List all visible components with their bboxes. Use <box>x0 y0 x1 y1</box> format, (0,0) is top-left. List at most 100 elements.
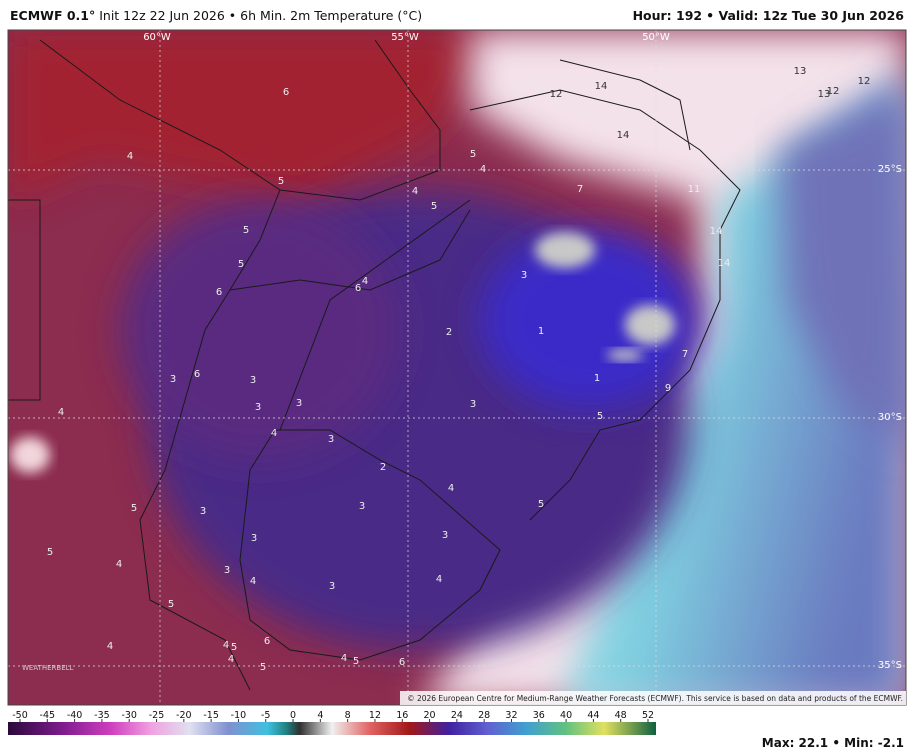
contour-label: 6 <box>283 87 289 98</box>
contour-label: 5 <box>231 642 237 653</box>
colorbar-tick-label: 24 <box>451 710 463 721</box>
colorbar-tick-label: -5 <box>261 710 270 721</box>
lon-label: 60°W <box>143 32 171 43</box>
contour-label: 3 <box>442 530 448 541</box>
colorbar-tick-label: 16 <box>396 710 408 721</box>
contour-label: 12 <box>550 89 563 100</box>
colorbar-tick-label: 20 <box>424 710 436 721</box>
contour-label: 3 <box>296 398 302 409</box>
footer-stats: Max: 22.1 • Min: -2.1 <box>761 736 904 750</box>
valid: • Valid: 12z Tue 30 Jun 2026 <box>706 8 904 23</box>
contour-label: 3 <box>200 506 206 517</box>
contour-label: 3 <box>521 270 527 281</box>
init: Init 12z 22 Jun 2026 <box>99 8 225 23</box>
colorbar-tick-label: 32 <box>505 710 517 721</box>
lon-label: 50°W <box>642 32 670 43</box>
lat-label: 30°S <box>878 412 902 423</box>
colorbar-tick-label: -30 <box>121 710 137 721</box>
contour-label: 4 <box>436 574 442 585</box>
contour-label: 5 <box>597 411 603 422</box>
colorbar-tick-label: 48 <box>615 710 627 721</box>
contour-label: 5 <box>260 662 266 673</box>
contour-label: 5 <box>431 201 437 212</box>
contour-label: 4 <box>250 576 256 587</box>
contour-label: 5 <box>131 503 137 514</box>
contour-label: 4 <box>58 407 64 418</box>
contour-label: 13 <box>794 66 807 77</box>
contour-label: 3 <box>224 565 230 576</box>
contour-label: 11 <box>688 184 701 195</box>
contour-label: 1 <box>538 326 544 337</box>
colorbar-tick-label: -45 <box>40 710 56 721</box>
contour-label: 5 <box>278 176 284 187</box>
contour-label: 3 <box>251 533 257 544</box>
header-left: ECMWF 0.1° Init 12z 22 Jun 2026 • 6h Min… <box>10 8 422 23</box>
header-right: Hour: 192 • Valid: 12z Tue 30 Jun 2026 <box>633 8 904 23</box>
lat-label: 35°S <box>878 660 902 671</box>
contour-label: 7 <box>577 184 583 195</box>
contour-label: 7 <box>682 349 688 360</box>
contour-label: 9 <box>665 383 671 394</box>
contour-label: 4 <box>228 654 234 665</box>
colorbar-tick-label: -50 <box>12 710 28 721</box>
colorbar-tick-label: -10 <box>231 710 247 721</box>
contour-label: 2 <box>446 327 452 338</box>
colorbar-tick-label: 4 <box>317 710 323 721</box>
product: • 6h Min. 2m Temperature (°C) <box>228 8 423 23</box>
contour-label: 4 <box>362 276 368 287</box>
colorbar-tick-label: -40 <box>67 710 83 721</box>
contour-label: 4 <box>412 186 418 197</box>
contour-label: 4 <box>480 164 486 175</box>
colorbar-tick-label: -35 <box>94 710 110 721</box>
contour-label: 12 <box>827 86 840 97</box>
copyright: © 2026 European Centre for Medium-Range … <box>407 694 903 703</box>
hour: Hour: 192 <box>632 8 703 23</box>
contour-label: 5 <box>538 499 544 510</box>
contour-label: 4 <box>127 151 133 162</box>
colorbar-tick-label: 28 <box>478 710 490 721</box>
colorbar-tick-label: 40 <box>560 710 572 721</box>
contour-label: 6 <box>399 657 405 668</box>
colorbar-tick-label: -25 <box>149 710 165 721</box>
contour-label: 6 <box>355 283 361 294</box>
contour-label: 12 <box>858 76 871 87</box>
contour-label: 3 <box>329 581 335 592</box>
contour-label: 4 <box>271 428 277 439</box>
contour-label: 3 <box>359 501 365 512</box>
colorbar-tick-label: 36 <box>533 710 545 721</box>
copyright-bg <box>400 691 906 705</box>
contour-label: 3 <box>170 374 176 385</box>
contour-label: 5 <box>238 259 244 270</box>
colorbar-tick-label: 8 <box>345 710 351 721</box>
lat-label: 25°S <box>878 164 902 175</box>
contour-label: 1 <box>594 373 600 384</box>
colorbar-tick-label: -15 <box>203 710 219 721</box>
contour-label: 5 <box>47 547 53 558</box>
colorbar-tick-label: -20 <box>176 710 192 721</box>
contour-label: 3 <box>328 434 334 445</box>
contour-label: 6 <box>216 287 222 298</box>
contour-label: 14 <box>718 258 731 269</box>
colorbar-tick-label: 52 <box>642 710 654 721</box>
colorbar <box>8 722 656 735</box>
contour-label: 13 <box>818 89 831 100</box>
lon-label: 55°W <box>391 32 419 43</box>
colorbar-tick-label: 12 <box>369 710 381 721</box>
contour-label: 3 <box>250 375 256 386</box>
contour-label: 14 <box>617 130 630 141</box>
contour-label: 3 <box>470 399 476 410</box>
contour-label: 6 <box>194 369 200 380</box>
contour-label: 14 <box>595 81 608 92</box>
contour-label: 5 <box>168 599 174 610</box>
contour-label: 4 <box>223 640 229 651</box>
contour-label: 5 <box>243 225 249 236</box>
contour-label: 4 <box>116 559 122 570</box>
contour-label: 3 <box>255 402 261 413</box>
colorbar-tick-label: 0 <box>290 710 296 721</box>
contour-label: 5 <box>353 656 359 667</box>
contour-label: 5 <box>470 149 476 160</box>
contour-label: 14 <box>710 226 723 237</box>
map-fill <box>8 30 906 705</box>
